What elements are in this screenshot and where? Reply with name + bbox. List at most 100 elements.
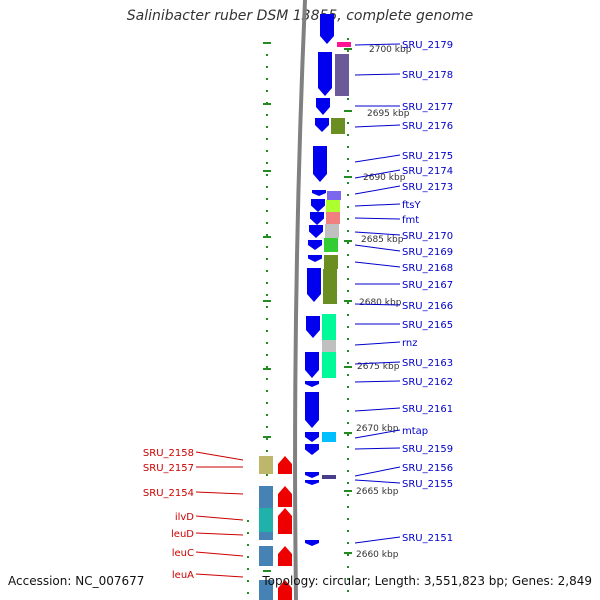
scale-dot: [266, 258, 268, 260]
forward-leader-line: [354, 479, 401, 484]
scale-tick: [344, 552, 352, 554]
reverse-gene-arrow: [278, 508, 292, 534]
forward-leader-line: [354, 185, 401, 195]
forward-leader-line: [354, 244, 401, 252]
forward-leader-line: [354, 429, 401, 439]
scale-dot: [347, 398, 349, 400]
reverse-leader-line: [195, 573, 244, 578]
forward-gene-label: SRU_2178: [402, 70, 453, 81]
scale-tick: [263, 436, 271, 438]
reverse-gene-label: leuD: [171, 529, 194, 540]
forward-gene-label: SRU_2169: [402, 247, 453, 258]
scale-dot: [266, 186, 268, 188]
scale-tick: [344, 48, 352, 50]
scale-dot: [247, 592, 249, 594]
forward-gene-arrow: [305, 480, 319, 485]
forward-gene-label: SRU_2166: [402, 301, 453, 312]
forward-gene-label: SRU_2167: [402, 280, 453, 291]
scale-dot: [347, 578, 349, 580]
scale-label: 2695 kbp: [367, 109, 410, 119]
forward-gene-arrow: [305, 381, 319, 387]
scale-dot: [266, 174, 268, 176]
forward-leader-line: [354, 447, 401, 450]
scale-dot: [266, 210, 268, 212]
reverse-gene-arrow: [278, 546, 292, 566]
scale-dot: [266, 270, 268, 272]
forward-gene-arrow: [312, 190, 326, 196]
forward-gene-label: rnz: [402, 338, 418, 349]
scale-dot: [266, 378, 268, 380]
backbone-line: [293, 0, 307, 600]
cog-box: [327, 191, 341, 200]
scale-dot: [347, 98, 349, 100]
forward-gene-label: SRU_2176: [402, 121, 453, 132]
reverse-gene-arrow: [278, 580, 292, 600]
forward-gene-arrow: [316, 98, 330, 115]
forward-gene-label: fmt: [402, 215, 419, 226]
forward-gene-arrow: [305, 540, 319, 546]
forward-leader-line: [354, 261, 401, 268]
scale-tick: [344, 432, 352, 434]
scale-dot: [247, 568, 249, 570]
forward-leader-line: [354, 169, 401, 179]
scale-tick: [344, 490, 352, 492]
scale-dot: [347, 590, 349, 592]
scale-dot: [347, 350, 349, 352]
forward-gene-label: SRU_2177: [402, 102, 453, 113]
scale-dot: [266, 198, 268, 200]
cog-box: [323, 269, 337, 304]
scale-dot: [247, 520, 249, 522]
forward-gene-label: SRU_2168: [402, 263, 453, 274]
scale-label: 2685 kbp: [361, 235, 404, 245]
forward-gene-label: SRU_2174: [402, 166, 453, 177]
scale-dot: [347, 338, 349, 340]
scale-dot: [347, 218, 349, 220]
scale-tick: [263, 368, 271, 370]
scale-dot: [347, 410, 349, 412]
forward-gene-label: SRU_2173: [402, 182, 453, 193]
cog-box: [259, 508, 273, 532]
scale-dot: [347, 242, 349, 244]
backbone-layer: [293, 0, 307, 600]
scale-dot: [266, 402, 268, 404]
scale-dot: [266, 342, 268, 344]
scale-dot: [347, 50, 349, 52]
scale-tick: [263, 236, 271, 238]
forward-gene-arrow: [307, 268, 321, 302]
forward-gene-label: SRU_2170: [402, 231, 453, 242]
forward-gene-arrow: [305, 352, 319, 378]
scale-dot: [347, 134, 349, 136]
forward-leader-line: [354, 203, 401, 207]
cog-box: [259, 546, 273, 566]
scale-dot: [347, 278, 349, 280]
cog-box: [324, 255, 338, 269]
scale-dot: [247, 544, 249, 546]
forward-gene-label: SRU_2155: [402, 479, 453, 490]
forward-gene-arrow: [305, 444, 319, 455]
scale-dot: [266, 90, 268, 92]
reverse-leader-line: [195, 451, 244, 461]
forward-gene-arrow: [305, 432, 319, 442]
reverse-gene-label: leuA: [172, 570, 194, 581]
scale-dot: [347, 506, 349, 508]
reverse-leader-line: [195, 532, 244, 536]
scale-label: 2670 kbp: [356, 424, 399, 434]
forward-leader-line: [354, 361, 401, 365]
reverse-gene-arrow: [278, 486, 292, 507]
scale-dot: [266, 474, 268, 476]
scale-dot: [347, 266, 349, 268]
forward-leader-line: [354, 380, 401, 383]
scale-dot: [347, 434, 349, 436]
scale-dot: [347, 38, 349, 40]
scale-tick: [263, 170, 271, 172]
scale-dot: [347, 146, 349, 148]
scale-dot: [266, 450, 268, 452]
forward-gene-label: SRU_2151: [402, 533, 453, 544]
forward-gene-label: SRU_2165: [402, 320, 453, 331]
scale-dot: [266, 54, 268, 56]
scale-label: 2675 kbp: [357, 362, 400, 372]
forward-gene-label: SRU_2175: [402, 151, 453, 162]
scale-dot: [266, 246, 268, 248]
scale-dot: [347, 554, 349, 556]
scale-dot: [266, 306, 268, 308]
